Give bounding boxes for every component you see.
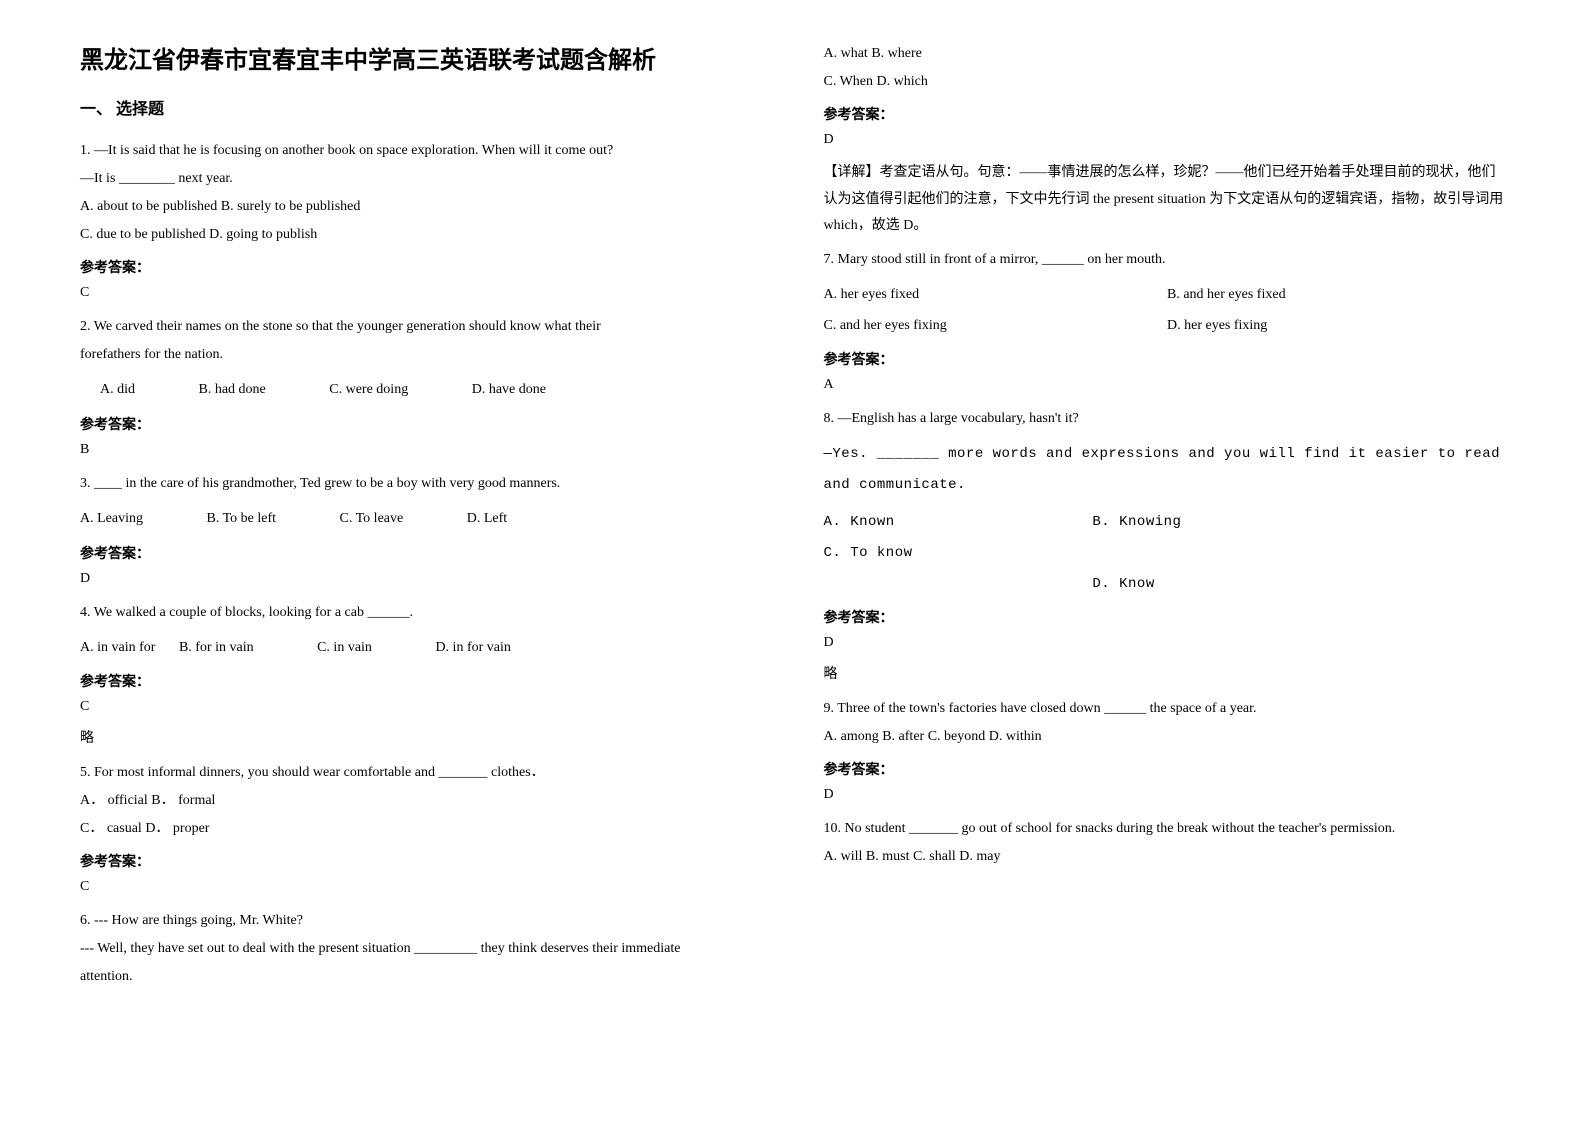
question-options: A. about to be published B. surely to be… [80, 193, 764, 221]
option-d: D. in for vain [435, 633, 510, 664]
answer-5: C [80, 879, 764, 895]
question-3: 3. ____ in the care of his grandmother, … [80, 470, 764, 498]
question-8: 8. —English has a large vocabulary, hasn… [824, 405, 1508, 433]
option-a: A. did [100, 375, 135, 406]
answer-2: B [80, 442, 764, 458]
question-8-line2: —Yes. _______ more words and expressions… [824, 439, 1508, 501]
question-4: 4. We walked a couple of blocks, looking… [80, 599, 764, 627]
answer-label: 参考答案： [80, 851, 764, 871]
left-column: 黑龙江省伊春市宜春宜丰中学高三英语联考试题含解析 一、 选择题 1. —It i… [80, 40, 764, 997]
answer-label: 参考答案： [824, 104, 1508, 124]
answer-8: D [824, 635, 1508, 651]
answer-label: 参考答案： [80, 414, 764, 434]
option-c: C. and her eyes fixing [824, 311, 1124, 342]
question-text: attention. [80, 963, 764, 991]
question-options: C． casual D． proper [80, 815, 764, 843]
question-7-options-row1: A. her eyes fixed B. and her eyes fixed [824, 280, 1508, 311]
answer-9: D [824, 787, 1508, 803]
option-c: C. in vain [317, 633, 372, 664]
question-text: 8. —English has a large vocabulary, hasn… [824, 405, 1508, 433]
option-b: B. To be left [206, 504, 276, 535]
question-options: A． official B． formal [80, 787, 764, 815]
option-a: A. in vain for [80, 633, 155, 664]
question-7: 7. Mary stood still in front of a mirror… [824, 246, 1508, 274]
answer-label: 参考答案： [80, 543, 764, 563]
option-b: B. Knowing [1092, 507, 1292, 538]
question-7-options-row2: C. and her eyes fixing D. her eyes fixin… [824, 311, 1508, 342]
question-options: C. When D. which [824, 68, 1508, 96]
option-a: A. her eyes fixed [824, 280, 1124, 311]
question-3-options: A. Leaving B. To be left C. To leave D. … [80, 504, 764, 535]
question-6: 6. --- How are things going, Mr. White? … [80, 907, 764, 991]
option-b: B. had done [199, 375, 266, 406]
answer-label: 参考答案： [824, 349, 1508, 369]
question-8-options-row2: x D. Know [824, 569, 1508, 600]
question-text: 1. —It is said that he is focusing on an… [80, 137, 764, 165]
answer-4: C [80, 699, 764, 715]
option-d: D. Know [1092, 569, 1154, 600]
option-d: D. her eyes fixing [1167, 311, 1467, 342]
question-options: A. what B. where [824, 40, 1508, 68]
answer-7: A [824, 377, 1508, 393]
page-title: 黑龙江省伊春市宜春宜丰中学高三英语联考试题含解析 [80, 40, 764, 75]
question-10: 10. No student _______ go out of school … [824, 815, 1508, 871]
exam-page: 黑龙江省伊春市宜春宜丰中学高三英语联考试题含解析 一、 选择题 1. —It i… [80, 40, 1507, 997]
right-column: A. what B. where C. When D. which 参考答案： … [824, 40, 1508, 997]
question-8-options-row1: A. Known B. Knowing C. To know [824, 507, 1508, 569]
question-options: A. will B. must C. shall D. may [824, 843, 1508, 871]
question-text: 6. --- How are things going, Mr. White? [80, 907, 764, 935]
question-text: 9. Three of the town's factories have cl… [824, 695, 1508, 723]
question-9: 9. Three of the town's factories have cl… [824, 695, 1508, 751]
question-text: --- Well, they have set out to deal with… [80, 935, 764, 963]
answer-1: C [80, 285, 764, 301]
option-d: D. Left [467, 504, 507, 535]
question-text: 5. For most informal dinners, you should… [80, 759, 764, 787]
question-text: —It is ________ next year. [80, 165, 764, 193]
question-2-options: A. did B. had done C. were doing D. have… [80, 375, 764, 406]
option-c: C. To know [824, 538, 913, 569]
answer-3: D [80, 571, 764, 587]
question-options: A. among B. after C. beyond D. within [824, 723, 1508, 751]
question-4-options: A. in vain for B. for in vain C. in vain… [80, 633, 764, 664]
option-a: A. Leaving [80, 504, 143, 535]
answer-6-explanation: 【详解】考查定语从句。句意：——事情进展的怎么样，珍妮？——他们已经开始着手处理… [824, 160, 1508, 240]
question-options: C. due to be published D. going to publi… [80, 221, 764, 249]
question-2: 2. We carved their names on the stone so… [80, 313, 764, 369]
answer-label: 参考答案： [824, 607, 1508, 627]
question-6-options: A. what B. where C. When D. which [824, 40, 1508, 96]
answer-label: 参考答案： [80, 671, 764, 691]
option-c: C. were doing [329, 375, 408, 406]
answer-label: 参考答案： [80, 257, 764, 277]
answer-8-note: 略 [824, 663, 1508, 683]
section-heading: 一、 选择题 [80, 95, 764, 119]
question-text: forefathers for the nation. [80, 341, 764, 369]
question-1: 1. —It is said that he is focusing on an… [80, 137, 764, 249]
answer-label: 参考答案： [824, 759, 1508, 779]
option-b: B. and her eyes fixed [1167, 280, 1467, 311]
option-c: C. To leave [340, 504, 404, 535]
answer-6: D [824, 132, 1508, 148]
option-b: B. for in vain [179, 633, 254, 664]
question-text: 2. We carved their names on the stone so… [80, 313, 764, 341]
question-text: 10. No student _______ go out of school … [824, 815, 1508, 843]
option-d: D. have done [472, 375, 546, 406]
question-5: 5. For most informal dinners, you should… [80, 759, 764, 843]
answer-4-note: 略 [80, 727, 764, 747]
option-a: A. Known [824, 507, 1024, 538]
